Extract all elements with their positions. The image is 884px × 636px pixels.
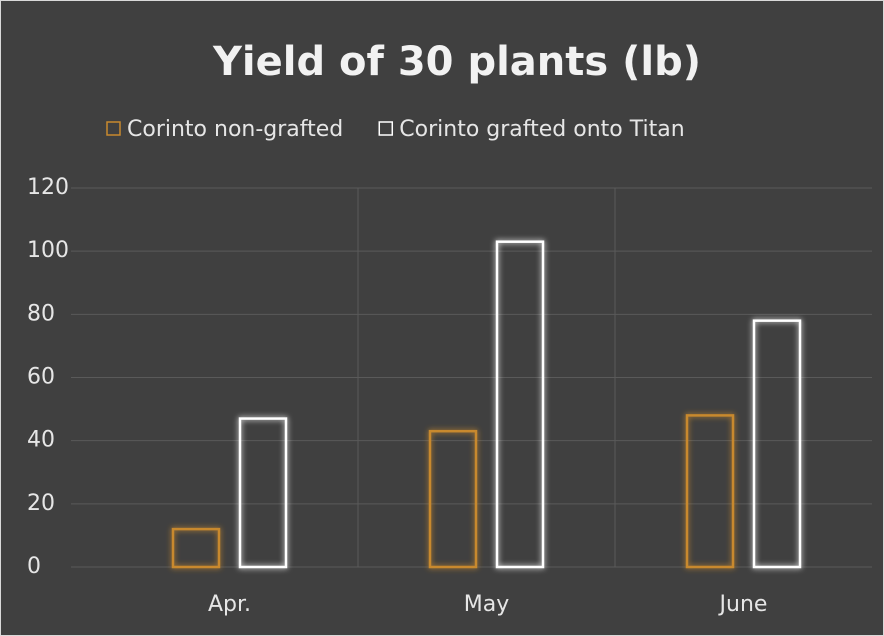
bar — [428, 429, 478, 569]
y-tick-label: 120 — [27, 175, 69, 200]
legend-label: Corinto grafted onto Titan — [399, 117, 684, 142]
chart-title: Yield of 30 plants (lb) — [212, 39, 701, 85]
bar — [752, 319, 802, 569]
x-tick-label: May — [464, 592, 509, 617]
x-tick-label: Apr. — [208, 592, 251, 617]
bar — [495, 240, 545, 569]
bar — [171, 527, 221, 569]
x-tick-label: June — [718, 592, 768, 617]
y-tick-label: 80 — [27, 301, 55, 326]
y-tick-label: 40 — [27, 428, 55, 453]
y-tick-label: 20 — [27, 491, 55, 516]
legend-marker — [106, 121, 121, 136]
bar — [685, 414, 735, 569]
legend-marker — [378, 121, 394, 136]
y-tick-label: 100 — [27, 238, 69, 263]
y-tick-label: 0 — [27, 554, 41, 579]
y-tick-label: 60 — [27, 365, 55, 390]
legend-label: Corinto non-grafted — [127, 117, 343, 142]
bar — [238, 417, 288, 569]
